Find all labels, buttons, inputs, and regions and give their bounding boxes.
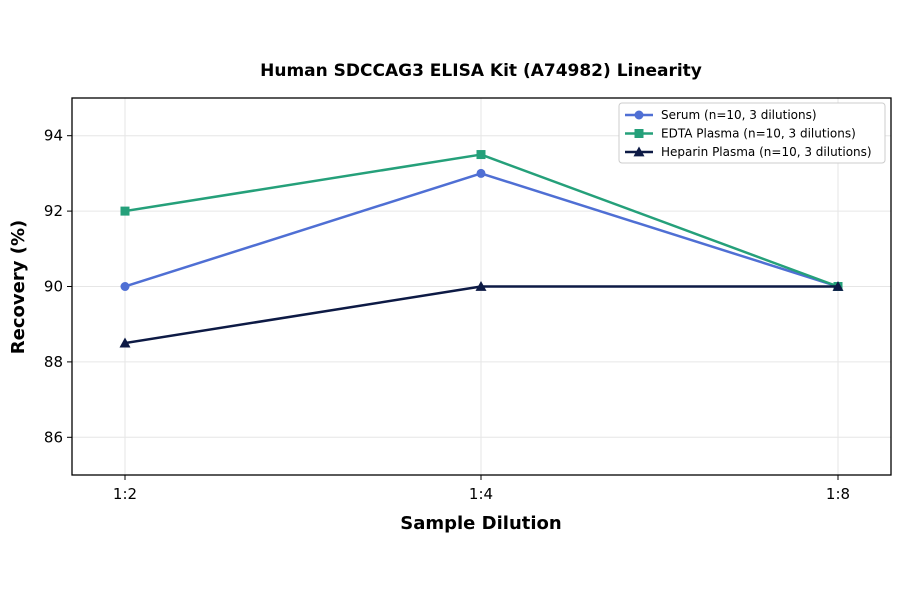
- tick-layer: 86 88 90 92 94 1:2 1:4 1:8: [44, 127, 850, 503]
- legend: Serum (n=10, 3 dilutions) EDTA Plasma (n=…: [618, 102, 886, 164]
- legend-label: EDTA Plasma (n=10, 3 dilutions): [661, 127, 856, 141]
- data-point: [119, 337, 131, 348]
- x-tick-label: 1:2: [113, 485, 137, 503]
- x-axis-label: Sample Dilution: [400, 513, 561, 534]
- y-axis-label: Recovery (%): [8, 220, 29, 354]
- legend-label: Heparin Plasma (n=10, 3 dilutions): [661, 145, 872, 159]
- series-2: [119, 281, 844, 348]
- legend-marker: [634, 129, 644, 138]
- data-point: [476, 168, 486, 178]
- y-tick-label: 86: [44, 428, 63, 446]
- data-point: [120, 282, 130, 291]
- y-tick-label: 92: [44, 202, 63, 220]
- legend-item: Serum (n=10, 3 dilutions): [625, 108, 817, 122]
- y-tick-label: 90: [44, 278, 63, 296]
- legend-label: Serum (n=10, 3 dilutions): [661, 108, 817, 122]
- data-point: [476, 150, 486, 160]
- y-tick-label: 88: [44, 353, 63, 371]
- legend-frame: [618, 102, 886, 164]
- data-point: [475, 281, 487, 291]
- chart-title: Human SDCCAG3 ELISA Kit (A74982) Lineari…: [260, 61, 702, 81]
- data-point: [832, 281, 844, 291]
- y-tick-label: 94: [44, 127, 63, 145]
- x-tick-label: 1:4: [469, 485, 493, 503]
- legend-marker: [633, 146, 645, 157]
- series-layer: [119, 150, 844, 348]
- legend-item: Heparin Plasma (n=10, 3 dilutions): [625, 145, 872, 159]
- data-point: [120, 206, 130, 216]
- legend-marker: [634, 110, 644, 120]
- x-tick-label: 1:8: [826, 485, 850, 503]
- legend-item: EDTA Plasma (n=10, 3 dilutions): [625, 127, 856, 141]
